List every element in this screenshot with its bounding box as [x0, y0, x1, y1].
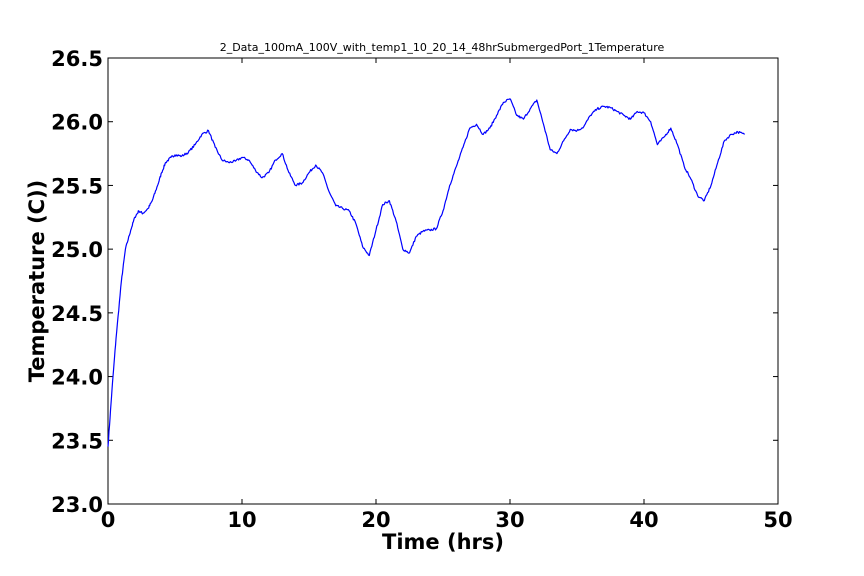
- y-tick-label: 24.0: [51, 366, 103, 390]
- y-tick-label: 23.5: [51, 429, 103, 453]
- y-tick-label: 25.5: [51, 174, 103, 198]
- y-tick-label: 26.0: [51, 111, 103, 135]
- x-tick-label: 0: [101, 508, 116, 532]
- x-tick-label: 10: [227, 508, 256, 532]
- axis-ticks: [107, 57, 779, 505]
- x-tick-label: 40: [629, 508, 658, 532]
- y-tick-label: 25.0: [51, 238, 103, 262]
- x-tick-label: 30: [495, 508, 524, 532]
- x-tick-label: 20: [361, 508, 390, 532]
- temperature-series-line: [107, 98, 745, 447]
- y-tick-label: 26.5: [51, 47, 103, 71]
- tick-labels: 0 10 20 30 40 50 23.0 23.5 24.0 24.5 25.0 25.5 26.0 2…: [51, 47, 792, 532]
- y-axis-label: Temperature (C)): [25, 180, 49, 383]
- x-axis-label: Time (hrs): [382, 530, 504, 554]
- x-tick-label: 50: [763, 508, 792, 532]
- y-tick-label: 24.5: [51, 302, 103, 326]
- plot-area-frame: [107, 57, 779, 505]
- y-tick-label: 23.0: [51, 493, 103, 517]
- chart-title: 2_Data_100mA_100V_with_temp1_10_20_14_48…: [220, 41, 665, 54]
